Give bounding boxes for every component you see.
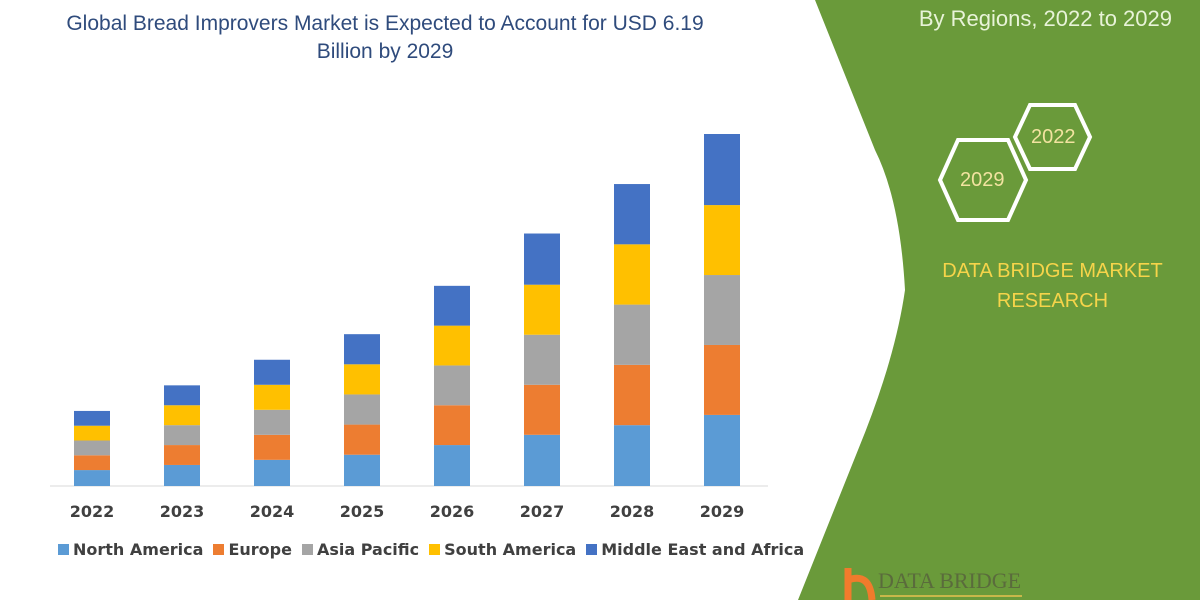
legend-label: Europe — [228, 540, 292, 559]
bar-segment-north-america-2028 — [614, 425, 650, 486]
legend-label: Asia Pacific — [316, 540, 420, 559]
bar-segment-europe-2022 — [74, 455, 110, 471]
legend-swatch — [58, 544, 69, 555]
bar-segment-north-america-2023 — [164, 464, 200, 486]
legend-label: North America — [73, 540, 204, 559]
subtitle: By Regions, 2022 to 2029 — [918, 6, 1172, 31]
bar-segment-middle-east-and-africa-2025 — [344, 334, 380, 365]
bar-segment-europe-2029 — [704, 344, 740, 415]
bar-segment-south-america-2025 — [344, 364, 380, 395]
bar-segment-north-america-2022 — [74, 470, 110, 486]
bar-segment-asia-pacific-2027 — [524, 334, 560, 385]
bar-segment-south-america-2023 — [164, 405, 200, 426]
brand-name: DATA BRIDGE MARKET RESEARCH — [942, 260, 1163, 312]
bar-segment-asia-pacific-2026 — [434, 365, 470, 406]
bar-segment-south-america-2029 — [704, 205, 740, 276]
bar-segment-south-america-2026 — [434, 325, 470, 366]
bar-segment-asia-pacific-2029 — [704, 275, 740, 345]
legend-item: South America — [429, 540, 576, 559]
legend-swatch — [429, 544, 441, 555]
legend-item: Middle East and Africa — [586, 540, 804, 559]
bar-segment-south-america-2022 — [74, 425, 110, 441]
bar-segment-europe-2023 — [164, 445, 200, 465]
x-tick-label: 2022 — [69, 502, 115, 521]
logo-icon — [844, 568, 876, 600]
hexagon-2022-icon — [1012, 103, 1093, 171]
legend-item: Europe — [213, 540, 292, 559]
bar-segment-north-america-2029 — [704, 414, 740, 486]
bar-segment-north-america-2026 — [434, 445, 470, 486]
bar-segment-middle-east-and-africa-2027 — [524, 233, 560, 285]
legend-swatch — [301, 544, 313, 555]
bar-segment-europe-2026 — [434, 405, 470, 446]
bar-segment-north-america-2025 — [344, 454, 380, 486]
bar-segment-middle-east-and-africa-2024 — [254, 359, 290, 385]
legend-item: Asia Pacific — [301, 540, 420, 559]
bar-segment-asia-pacific-2028 — [614, 304, 650, 365]
bar-segment-asia-pacific-2023 — [164, 425, 200, 446]
bar-segment-europe-2025 — [344, 424, 380, 455]
x-tick-label: 2025 — [339, 502, 385, 521]
bar-segment-south-america-2028 — [614, 244, 650, 305]
x-tick-label: 2026 — [429, 502, 475, 521]
bar-segment-europe-2027 — [524, 384, 560, 435]
bar-segment-europe-2028 — [614, 364, 650, 426]
bar-segment-north-america-2027 — [524, 434, 560, 486]
bar-segment-asia-pacific-2025 — [344, 394, 380, 425]
hex-2029-label: 2029 — [960, 169, 1005, 191]
x-tick-label: 2029 — [699, 502, 745, 521]
chart-title: Global Bread Improvers Market is Expecte… — [66, 12, 704, 63]
hexagon-2029-icon — [937, 138, 1029, 222]
legend-swatch — [586, 544, 598, 555]
bar-segment-middle-east-and-africa-2023 — [164, 385, 200, 406]
bar-segment-middle-east-and-africa-2026 — [434, 285, 470, 326]
bar-segment-middle-east-and-africa-2028 — [614, 184, 650, 245]
legend-swatch — [213, 544, 225, 555]
x-tick-label: 2027 — [519, 502, 565, 521]
x-tick-label: 2024 — [249, 502, 295, 521]
bar-segment-middle-east-and-africa-2022 — [74, 410, 110, 426]
bar-segment-asia-pacific-2024 — [254, 409, 290, 435]
x-tick-label: 2028 — [609, 502, 655, 521]
bar-segment-europe-2024 — [254, 434, 290, 460]
bar-segment-north-america-2024 — [254, 459, 290, 486]
hex-2022-label: 2022 — [1031, 126, 1076, 148]
bar-segment-south-america-2024 — [254, 384, 290, 410]
bar-segment-middle-east-and-africa-2029 — [704, 134, 740, 206]
logo-text: DATA BRIDGE — [878, 568, 1022, 593]
green-panel — [798, 0, 1200, 600]
x-tick-label: 2023 — [159, 502, 205, 521]
bar-segment-asia-pacific-2022 — [74, 440, 110, 456]
legend: North America Europe Asia Pacific South Ame… — [58, 540, 804, 559]
legend-label: South America — [444, 540, 577, 559]
bar-segment-south-america-2027 — [524, 284, 560, 335]
legend-label: Middle East and Africa — [601, 540, 805, 559]
legend-item: North America — [58, 540, 203, 559]
